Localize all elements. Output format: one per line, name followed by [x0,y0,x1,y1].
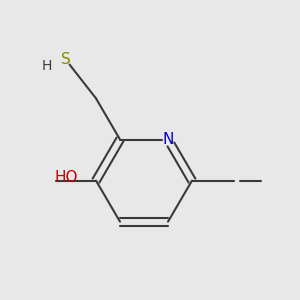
Text: H: H [41,59,52,73]
Text: HO: HO [55,170,78,185]
Text: N: N [162,132,174,147]
Text: S: S [61,52,71,68]
